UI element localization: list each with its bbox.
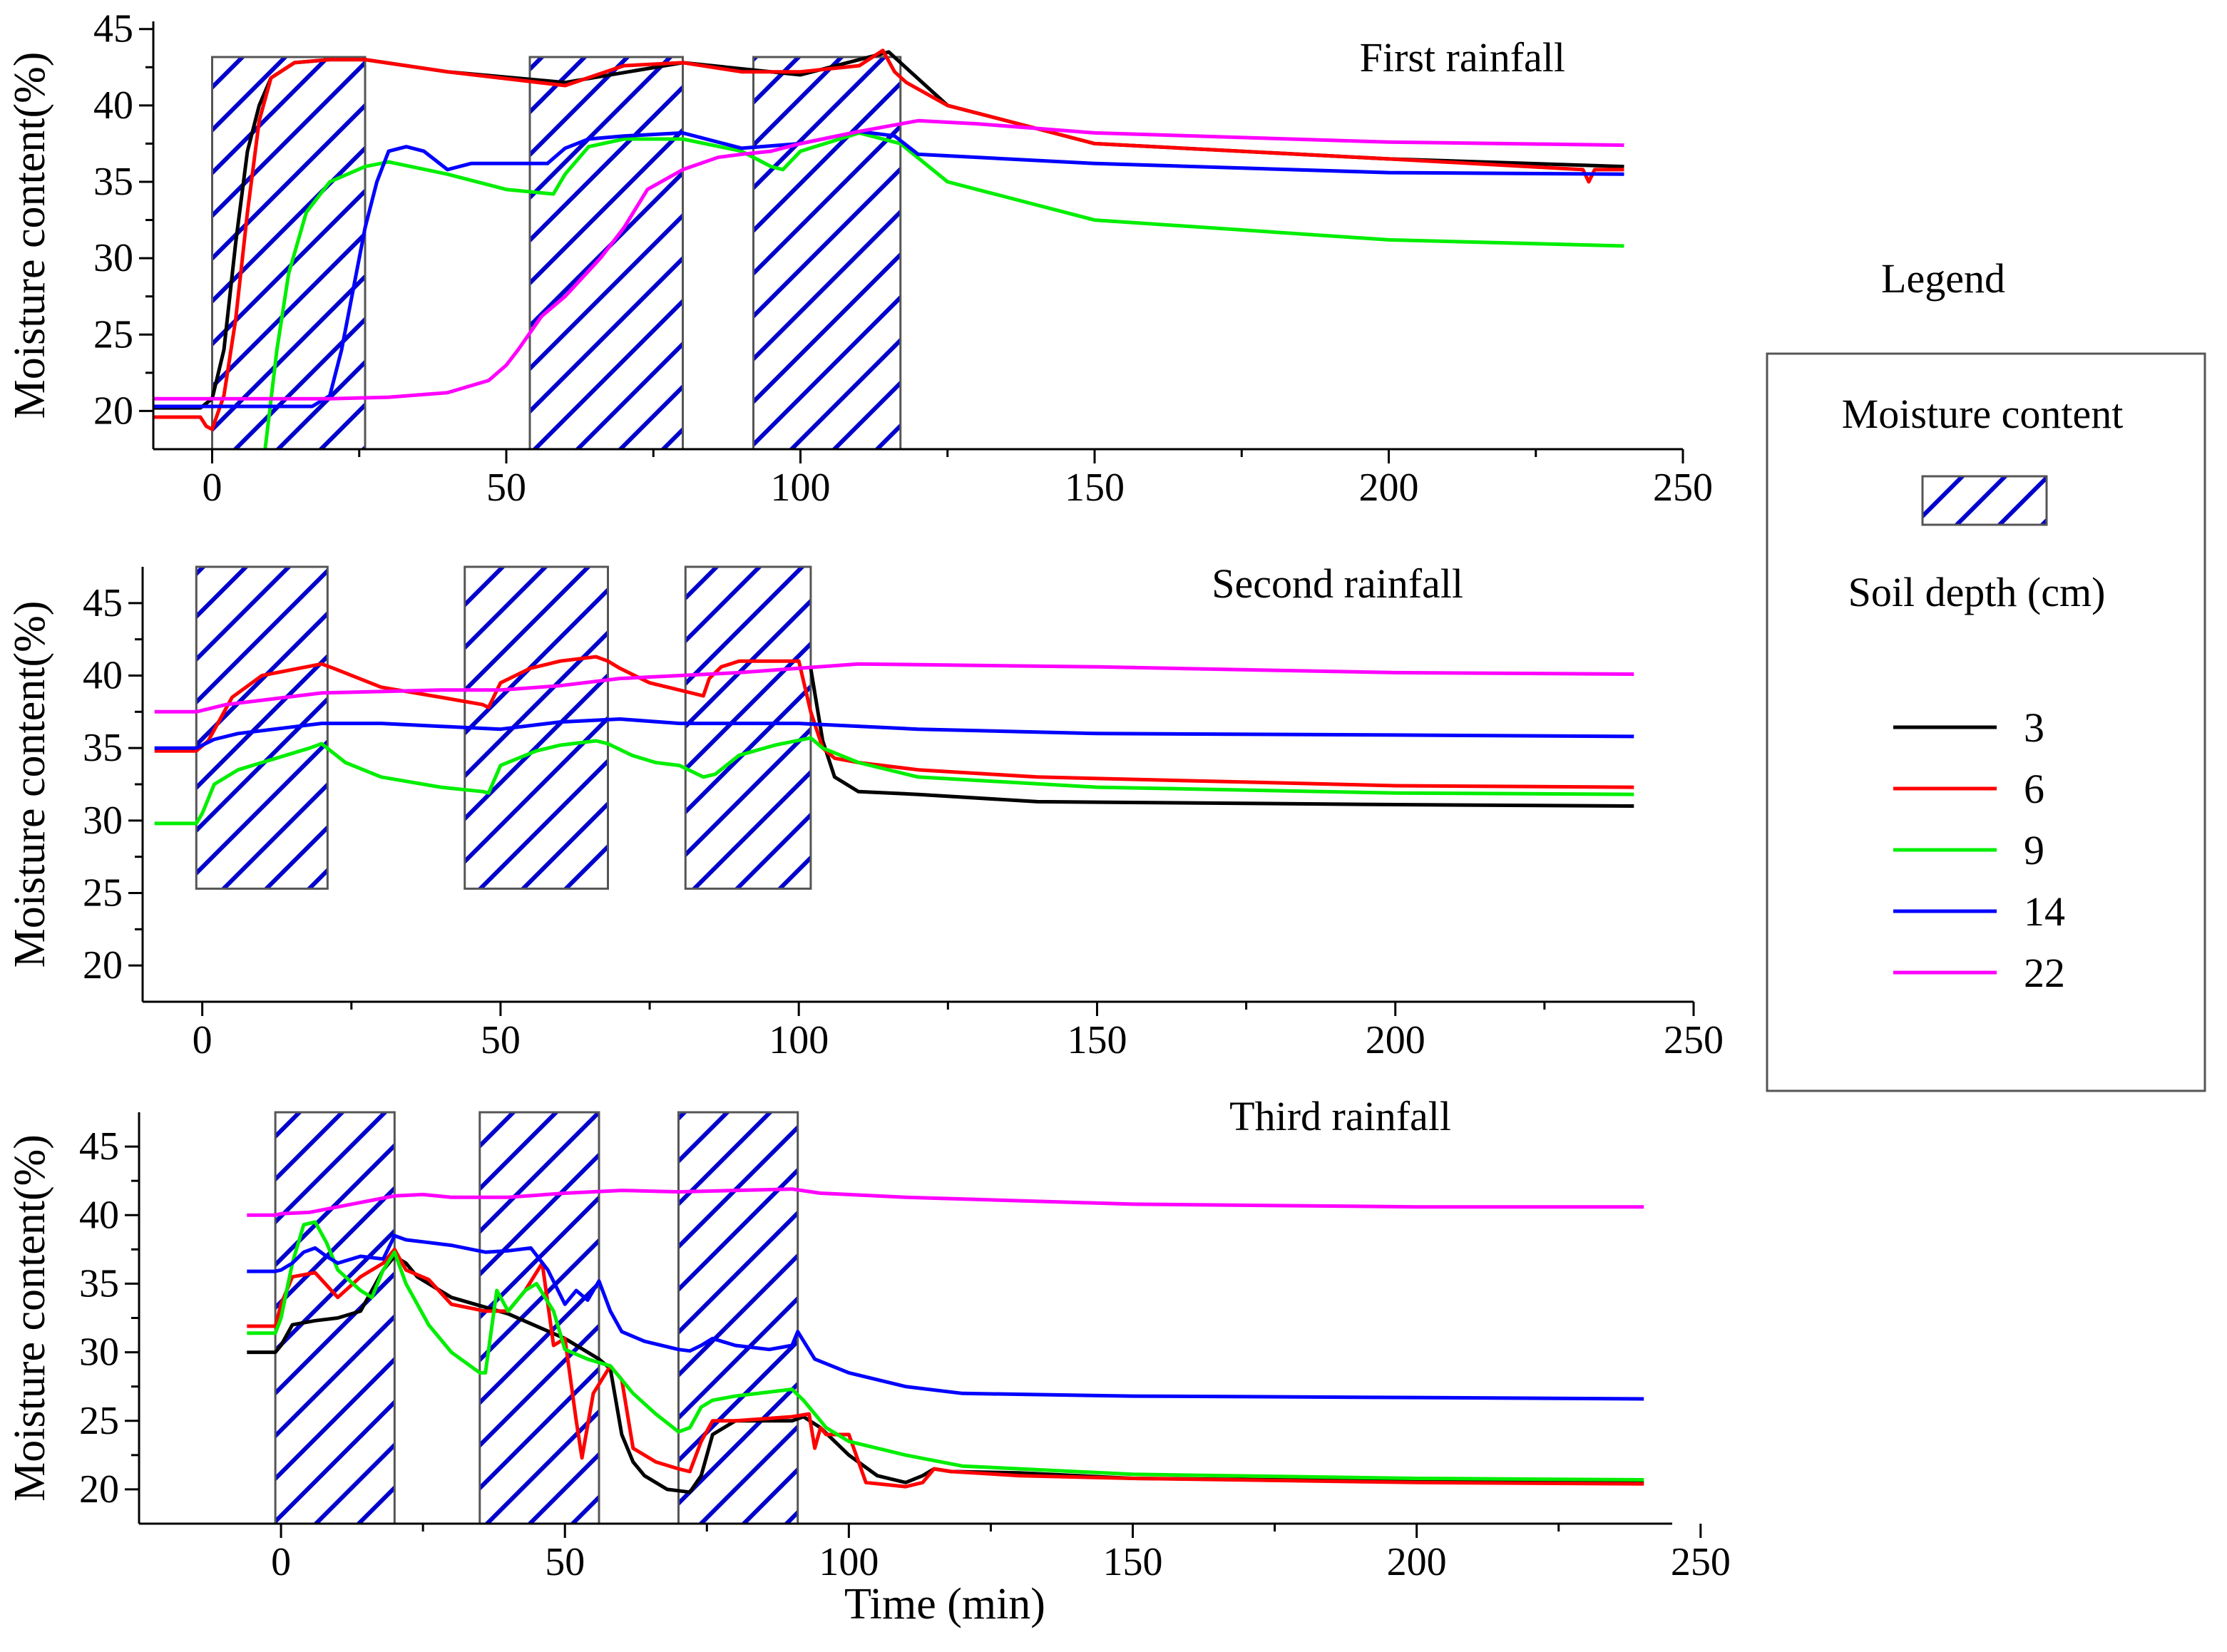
y-tick-label: 25	[79, 1399, 119, 1443]
series-line-14	[247, 1233, 1644, 1401]
x-tick-label: 250	[1671, 1540, 1731, 1584]
legend-item-6: 6	[1893, 766, 2044, 812]
rain-period-box	[752, 56, 902, 451]
x-axis-label: Time (min)	[844, 1580, 1045, 1628]
series-line-22	[154, 662, 1634, 714]
series-line-6	[247, 1247, 1644, 1489]
x-tick-label: 150	[1065, 466, 1125, 510]
chart-title: First rainfall	[1360, 34, 1565, 81]
legend-rain-swatch	[1921, 475, 2048, 526]
y-tick-label: 30	[83, 799, 123, 843]
series-line-9	[247, 1220, 1644, 1482]
legend-depth-label: Soil depth (cm)	[1848, 569, 2106, 615]
chart-title: Third rainfall	[1229, 1093, 1451, 1139]
y-axis-label: Moisture content(%)	[6, 1134, 54, 1502]
series-line-3	[247, 1254, 1644, 1494]
series-line-3	[809, 667, 1634, 808]
legend-label: 9	[2024, 827, 2044, 873]
legend-item-14: 14	[1893, 888, 2065, 935]
x-tick-label: 0	[271, 1540, 291, 1584]
legend-item-9: 9	[1893, 827, 2044, 873]
y-tick-label: 40	[93, 83, 133, 128]
x-tick-label: 150	[1067, 1018, 1127, 1062]
x-tick-label: 100	[769, 1018, 829, 1062]
x-tick-label: 0	[203, 466, 222, 510]
legend-item-22: 22	[1893, 950, 2065, 996]
x-tick-label: 250	[1664, 1018, 1724, 1062]
y-tick-label: 20	[83, 943, 123, 987]
y-axis-label: Moisture content(%)	[6, 52, 54, 419]
y-tick-label: 35	[83, 726, 123, 770]
rain-period-box	[684, 565, 812, 890]
series-line-9	[154, 736, 1634, 826]
x-tick-label: 0	[193, 1018, 213, 1062]
legend-label: 14	[2024, 888, 2065, 935]
series-line-6	[153, 48, 1624, 431]
series-line-22	[247, 1187, 1644, 1217]
x-tick-label: 50	[486, 466, 526, 510]
y-tick-label: 25	[83, 871, 123, 915]
chart-title: Second rainfall	[1212, 560, 1463, 607]
legend-title: Legend	[1881, 255, 2005, 302]
legend-label: 3	[2024, 704, 2044, 751]
rain-period-box	[464, 565, 609, 890]
rain-period-box	[478, 1111, 600, 1525]
y-tick-label: 20	[93, 389, 133, 433]
chart-panel-1: 0 50 100 150 200 250 20 25 30 35 40 45 Moisture cont…	[6, 7, 1713, 510]
y-tick-label: 45	[79, 1124, 119, 1169]
legend: Legend Moisture content Soil depth (cm) …	[1766, 255, 2206, 1092]
series-line-6	[154, 655, 1634, 789]
x-tick-label: 250	[1653, 466, 1713, 510]
x-tick-label: 150	[1103, 1540, 1163, 1584]
y-tick-label: 20	[79, 1467, 119, 1512]
chart-panel-3: 0 50 100 150 200 250 20 25 30 35 40 45 Moisture cont…	[6, 1093, 1731, 1628]
series-line-14	[153, 129, 1624, 409]
y-tick-label: 25	[93, 312, 133, 356]
y-tick-label: 35	[93, 160, 133, 204]
y-tick-label: 45	[83, 581, 123, 625]
x-tick-label: 200	[1359, 466, 1419, 510]
x-tick-label: 200	[1387, 1540, 1447, 1584]
series-line-9	[263, 130, 1624, 449]
series-line-14	[154, 717, 1634, 750]
chart-panel-2: 0 50 100 150 200 250 20 25 30 35 40 45 Moisture cont…	[6, 560, 1724, 1062]
y-tick-label: 40	[83, 654, 123, 698]
x-tick-label: 50	[481, 1018, 521, 1062]
y-tick-label: 30	[79, 1330, 119, 1375]
rain-period-box	[195, 565, 329, 890]
legend-label: 6	[2024, 766, 2044, 812]
legend-label: 22	[2024, 950, 2065, 996]
y-tick-label: 30	[93, 236, 133, 280]
x-tick-label: 100	[771, 466, 831, 510]
x-tick-label: 50	[545, 1540, 585, 1584]
y-tick-label: 40	[79, 1193, 119, 1237]
rain-period-box	[211, 56, 367, 451]
rain-period-box	[677, 1111, 799, 1525]
y-tick-label: 45	[93, 7, 133, 51]
x-tick-label: 100	[819, 1540, 879, 1584]
y-tick-label: 35	[79, 1261, 119, 1305]
series-line-22	[153, 118, 1624, 401]
y-axis-label: Moisture content(%)	[6, 601, 54, 968]
legend-rain-label: Moisture content	[1842, 391, 2124, 437]
legend-item-3: 3	[1893, 704, 2044, 751]
x-tick-label: 200	[1366, 1018, 1425, 1062]
